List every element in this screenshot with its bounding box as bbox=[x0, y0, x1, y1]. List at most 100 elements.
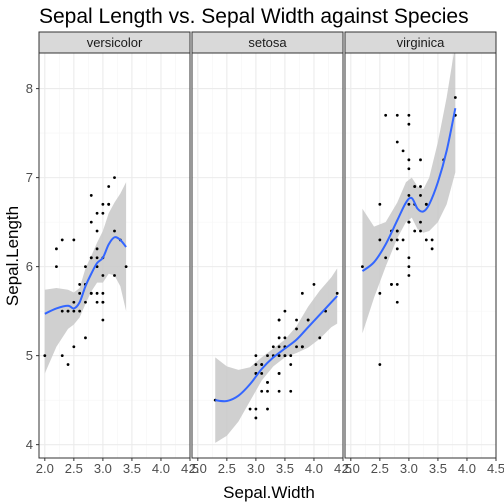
x-tick-label: 3.0 bbox=[247, 461, 265, 476]
facet-strip bbox=[191, 31, 344, 54]
y-tick-label: 7 bbox=[26, 170, 33, 185]
data-point bbox=[254, 407, 258, 411]
data-point bbox=[361, 265, 364, 269]
data-point bbox=[260, 372, 264, 375]
panel-background bbox=[192, 53, 343, 458]
data-point bbox=[395, 229, 399, 233]
data-point bbox=[407, 220, 411, 224]
data-point bbox=[72, 309, 76, 313]
facet-panels: versicolor 2.0 2.5 3.0 3.5 4.0 4.5 setosa 2.0 2.5… bbox=[36, 31, 504, 476]
y-axis: 4 5 6 7 8 bbox=[26, 81, 39, 452]
x-tick-label: 4.5 bbox=[181, 461, 199, 476]
data-point bbox=[113, 176, 116, 180]
data-point bbox=[89, 256, 93, 260]
data-point bbox=[407, 113, 411, 117]
data-point bbox=[295, 345, 298, 349]
data-point bbox=[419, 158, 422, 162]
smooth-line bbox=[44, 236, 127, 315]
data-point bbox=[430, 238, 434, 242]
data-point bbox=[419, 229, 422, 233]
data-point bbox=[248, 407, 252, 411]
facet-panel-setosa: setosa 2.0 2.5 3.0 3.5 4.0 4.5 bbox=[189, 31, 352, 476]
data-point bbox=[306, 318, 310, 322]
data-point bbox=[101, 211, 105, 215]
x-tick-label: 2.0 bbox=[189, 461, 207, 476]
data-point bbox=[277, 389, 281, 393]
x-tick-label: 2.5 bbox=[218, 461, 236, 476]
data-point bbox=[89, 220, 93, 224]
y-tick-label: 8 bbox=[26, 81, 33, 96]
data-point bbox=[300, 345, 304, 349]
data-point bbox=[289, 354, 293, 358]
data-point bbox=[101, 318, 105, 322]
y-axis-title: Sepal.Length bbox=[3, 206, 22, 306]
data-point bbox=[395, 283, 399, 286]
data-point bbox=[407, 274, 411, 277]
data-point bbox=[95, 300, 99, 304]
smooth-line bbox=[215, 295, 338, 403]
facet-strip bbox=[38, 31, 191, 54]
data-point bbox=[95, 256, 99, 260]
data-point bbox=[419, 220, 422, 224]
facet-strip-label: versicolor bbox=[87, 35, 143, 50]
data-point bbox=[101, 274, 105, 277]
data-point bbox=[395, 140, 399, 144]
data-point bbox=[66, 309, 70, 313]
data-point bbox=[401, 149, 405, 153]
data-point bbox=[72, 345, 76, 349]
data-point bbox=[78, 309, 82, 313]
smooth-line bbox=[361, 107, 457, 272]
data-point bbox=[277, 345, 281, 349]
data-point bbox=[424, 202, 428, 206]
data-point bbox=[260, 363, 264, 366]
data-point bbox=[95, 211, 99, 215]
data-point bbox=[413, 185, 417, 188]
y-tick-label: 5 bbox=[26, 348, 33, 363]
data-point bbox=[277, 318, 281, 322]
data-point bbox=[254, 354, 258, 358]
x-tick-label: 2.5 bbox=[371, 461, 389, 476]
data-point bbox=[113, 229, 116, 233]
data-point bbox=[390, 238, 393, 242]
data-point bbox=[72, 300, 76, 304]
data-point bbox=[378, 238, 382, 242]
data-point bbox=[107, 202, 111, 206]
x-tick-label: 4.0 bbox=[458, 461, 476, 476]
data-point bbox=[401, 238, 405, 242]
data-point bbox=[407, 256, 411, 260]
data-point bbox=[283, 309, 287, 313]
data-point bbox=[60, 238, 64, 242]
x-tick-label: 3.0 bbox=[94, 461, 112, 476]
facet-strip-label: setosa bbox=[248, 35, 287, 50]
x-tick-label: 2.5 bbox=[65, 461, 83, 476]
data-point bbox=[43, 354, 47, 358]
data-point bbox=[430, 247, 434, 251]
confidence-band bbox=[362, 53, 456, 334]
data-point bbox=[413, 229, 417, 233]
x-tick-label: 2.0 bbox=[36, 461, 54, 476]
data-point bbox=[266, 389, 269, 393]
data-point bbox=[407, 167, 411, 171]
data-point bbox=[424, 238, 428, 242]
facet-strip bbox=[344, 31, 497, 54]
data-point bbox=[55, 247, 58, 251]
data-point bbox=[384, 256, 388, 260]
data-point bbox=[84, 265, 87, 269]
data-point bbox=[78, 291, 82, 295]
x-axis-title: Sepal.Width bbox=[223, 483, 315, 502]
x-tick-label: 3.0 bbox=[400, 461, 418, 476]
x-tick-label: 3.5 bbox=[276, 461, 294, 476]
data-point bbox=[266, 354, 269, 358]
data-point bbox=[84, 336, 87, 340]
y-tick-label: 6 bbox=[26, 259, 33, 274]
x-tick-label: 4.0 bbox=[152, 461, 170, 476]
x-tick-label: 4.0 bbox=[305, 461, 323, 476]
data-point bbox=[271, 345, 275, 349]
data-point bbox=[395, 238, 399, 242]
data-point bbox=[55, 265, 58, 269]
data-point bbox=[101, 291, 105, 295]
data-point bbox=[419, 185, 422, 188]
data-point bbox=[407, 122, 411, 126]
data-point bbox=[277, 372, 281, 375]
